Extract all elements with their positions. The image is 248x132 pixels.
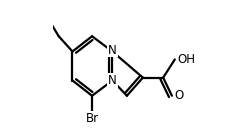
- Text: O: O: [175, 89, 184, 102]
- Text: N: N: [108, 74, 117, 87]
- Text: OH: OH: [178, 53, 196, 66]
- Text: N: N: [108, 44, 117, 56]
- Text: Br: Br: [86, 112, 99, 125]
